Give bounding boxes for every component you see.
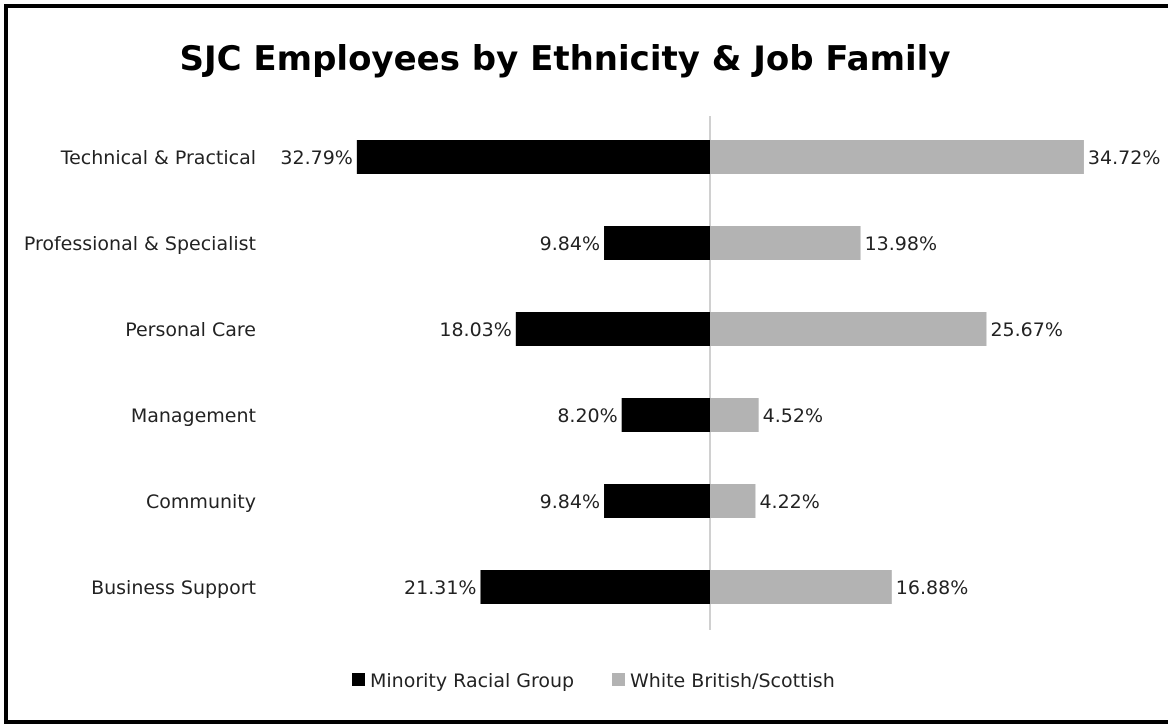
bar-minority-community (604, 484, 710, 518)
category-label-community: Community (146, 491, 256, 513)
data-label-minority-business-support: 21.31% (404, 577, 476, 599)
data-label-minority-technical-and-practical: 32.79% (280, 147, 352, 169)
bar-minority-technical-and-practical (356, 140, 710, 174)
data-label-minority-professional-and-specialist: 9.84% (540, 233, 600, 255)
legend-white-british-scottish-swatch (612, 673, 625, 686)
bar-white-professional-and-specialist (710, 226, 861, 260)
bar-minority-management (621, 398, 710, 432)
category-label-business-support: Business Support (91, 577, 256, 599)
category-label-personal-care: Personal Care (125, 319, 256, 341)
bar-minority-personal-care (515, 312, 710, 346)
data-label-white-community: 4.22% (759, 491, 819, 513)
category-label-management: Management (131, 405, 256, 427)
category-label-technical-and-practical: Technical & Practical (60, 147, 256, 169)
bar-white-technical-and-practical (710, 140, 1084, 174)
category-label-professional-and-specialist: Professional & Specialist (24, 233, 256, 255)
bar-white-management (710, 398, 759, 432)
legend-white-british-scottish-label: White British/Scottish (630, 670, 835, 692)
data-label-minority-community: 9.84% (540, 491, 600, 513)
bar-minority-business-support (480, 570, 710, 604)
bar-minority-professional-and-specialist (604, 226, 710, 260)
data-label-white-management: 4.52% (763, 405, 823, 427)
bar-white-business-support (710, 570, 892, 604)
data-label-white-professional-and-specialist: 13.98% (865, 233, 937, 255)
data-label-minority-management: 8.20% (557, 405, 617, 427)
data-label-minority-personal-care: 18.03% (439, 319, 511, 341)
bar-white-community (710, 484, 756, 518)
chart-title: SJC Employees by Ethnicity & Job Family (180, 39, 951, 79)
legend-minority-racial-group-swatch (352, 673, 365, 686)
bar-white-personal-care (710, 312, 987, 346)
legend-minority-racial-group-label: Minority Racial Group (370, 670, 574, 692)
data-label-white-business-support: 16.88% (896, 577, 968, 599)
data-label-white-personal-care: 25.67% (990, 319, 1062, 341)
data-label-white-technical-and-practical: 34.72% (1088, 147, 1160, 169)
